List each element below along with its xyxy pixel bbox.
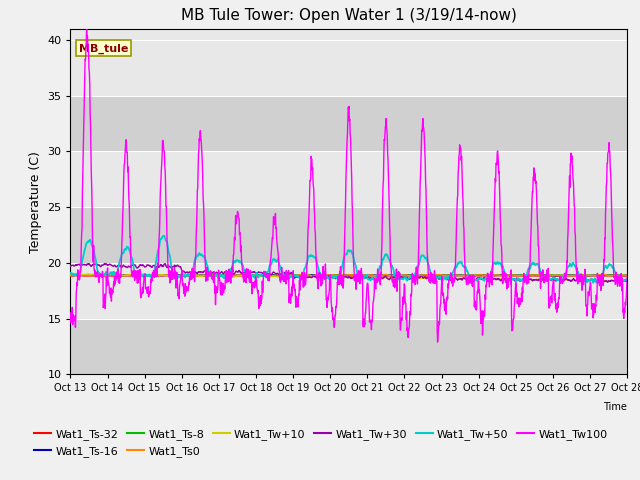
Wat1_Ts-32: [67, 273, 74, 279]
Wat1_Tw+30: [436, 276, 444, 282]
Wat1_Tw100: [509, 327, 516, 333]
Wat1_Tw100: [558, 279, 566, 285]
Wat1_Ts-16: [436, 272, 444, 278]
Wat1_Ts-16: [253, 273, 260, 278]
Line: Wat1_Tw+10: Wat1_Tw+10: [70, 274, 627, 281]
Wat1_Ts-8: [436, 273, 444, 278]
Wat1_Ts-8: [177, 273, 184, 278]
Wat1_Ts-32: [623, 273, 631, 279]
Wat1_Ts0: [509, 272, 516, 278]
Y-axis label: Temperature (C): Temperature (C): [29, 151, 42, 252]
Wat1_Tw+10: [67, 271, 75, 277]
Wat1_Tw+30: [604, 279, 611, 285]
Wat1_Ts-8: [253, 273, 260, 278]
Bar: [70, 263, 627, 319]
Wat1_Ts-32: [253, 273, 260, 278]
Wat1_Tw+50: [436, 274, 444, 279]
Wat1_Ts-32: [191, 273, 198, 279]
Bar: [70, 151, 627, 207]
Wat1_Tw+30: [508, 276, 516, 282]
Wat1_Tw+50: [253, 271, 260, 276]
Wat1_Ts0: [253, 273, 260, 279]
Wat1_Ts-8: [558, 272, 566, 278]
Wat1_Tw+10: [177, 273, 185, 279]
Wat1_Tw+50: [160, 233, 168, 239]
Wat1_Tw+10: [253, 274, 260, 279]
Bar: [70, 319, 627, 374]
Wat1_Tw100: [83, 22, 90, 28]
Wat1_Tw+30: [102, 261, 109, 266]
Line: Wat1_Tw+30: Wat1_Tw+30: [70, 264, 627, 282]
Wat1_Ts-32: [72, 273, 80, 278]
Wat1_Ts-16: [508, 272, 516, 278]
Wat1_Ts-16: [623, 273, 631, 278]
Wat1_Ts-16: [190, 273, 198, 278]
Wat1_Tw+10: [593, 278, 600, 284]
Wat1_Ts-8: [354, 272, 362, 277]
Bar: [70, 207, 627, 263]
Wat1_Tw+30: [253, 270, 260, 276]
Line: Wat1_Ts0: Wat1_Ts0: [70, 274, 627, 276]
Wat1_Ts0: [558, 273, 566, 278]
Legend: Wat1_Ts-32, Wat1_Ts-16, Wat1_Ts-8, Wat1_Ts0, Wat1_Tw+10, Wat1_Tw+30, Wat1_Tw+50,: Wat1_Ts-32, Wat1_Ts-16, Wat1_Ts-8, Wat1_…: [30, 425, 612, 461]
Wat1_Ts-8: [190, 272, 198, 278]
Wat1_Ts-32: [558, 273, 566, 279]
Line: Wat1_Tw100: Wat1_Tw100: [70, 25, 627, 342]
Wat1_Ts-32: [177, 273, 185, 279]
Wat1_Ts-16: [307, 272, 314, 277]
Wat1_Tw+50: [67, 270, 74, 276]
Line: Wat1_Tw+50: Wat1_Tw+50: [70, 236, 627, 283]
Wat1_Tw+30: [623, 278, 631, 284]
Wat1_Ts-8: [67, 273, 74, 278]
Wat1_Tw+50: [557, 278, 565, 284]
Wat1_Tw+30: [191, 269, 198, 275]
Wat1_Ts-16: [558, 273, 566, 278]
Wat1_Tw100: [253, 285, 260, 290]
Bar: [70, 96, 627, 151]
Wat1_Ts-8: [509, 272, 516, 278]
Line: Wat1_Ts-8: Wat1_Ts-8: [70, 275, 627, 276]
Wat1_Ts-8: [372, 273, 380, 278]
Wat1_Ts0: [436, 272, 444, 277]
Wat1_Tw+10: [508, 276, 516, 282]
Wat1_Tw100: [177, 273, 185, 279]
Line: Wat1_Ts-16: Wat1_Ts-16: [70, 275, 627, 276]
Wat1_Ts0: [67, 273, 74, 278]
Wat1_Ts-32: [290, 273, 298, 279]
Wat1_Tw+10: [436, 276, 444, 281]
Text: Time: Time: [604, 402, 627, 412]
Text: MB_tule: MB_tule: [79, 43, 128, 54]
Wat1_Tw+10: [191, 273, 198, 278]
Wat1_Ts-8: [623, 272, 631, 278]
Wat1_Tw+30: [177, 265, 185, 271]
Wat1_Tw100: [191, 279, 198, 285]
Title: MB Tule Tower: Open Water 1 (3/19/14-now): MB Tule Tower: Open Water 1 (3/19/14-now…: [181, 9, 516, 24]
Wat1_Tw+30: [67, 263, 74, 269]
Bar: [70, 40, 627, 96]
Wat1_Tw+50: [191, 259, 198, 264]
Wat1_Tw100: [623, 273, 631, 279]
Wat1_Ts0: [252, 273, 260, 279]
Wat1_Tw+50: [623, 276, 631, 282]
Wat1_Tw100: [436, 307, 444, 312]
Wat1_Tw100: [67, 311, 74, 317]
Wat1_Tw+10: [557, 277, 565, 283]
Wat1_Ts0: [623, 273, 631, 278]
Wat1_Ts-16: [177, 272, 184, 278]
Wat1_Ts0: [177, 272, 184, 278]
Wat1_Tw+10: [623, 278, 631, 284]
Wat1_Tw100: [434, 339, 442, 345]
Wat1_Ts-16: [67, 272, 74, 278]
Wat1_Ts-32: [436, 273, 444, 278]
Wat1_Tw+10: [67, 271, 74, 277]
Wat1_Ts0: [382, 271, 390, 277]
Wat1_Ts-32: [509, 273, 516, 278]
Wat1_Tw+50: [589, 280, 597, 286]
Wat1_Ts0: [190, 272, 198, 278]
Wat1_Tw+50: [508, 277, 516, 283]
Wat1_Tw+30: [557, 277, 565, 283]
Wat1_Ts-16: [550, 273, 558, 279]
Wat1_Tw+50: [177, 275, 185, 281]
